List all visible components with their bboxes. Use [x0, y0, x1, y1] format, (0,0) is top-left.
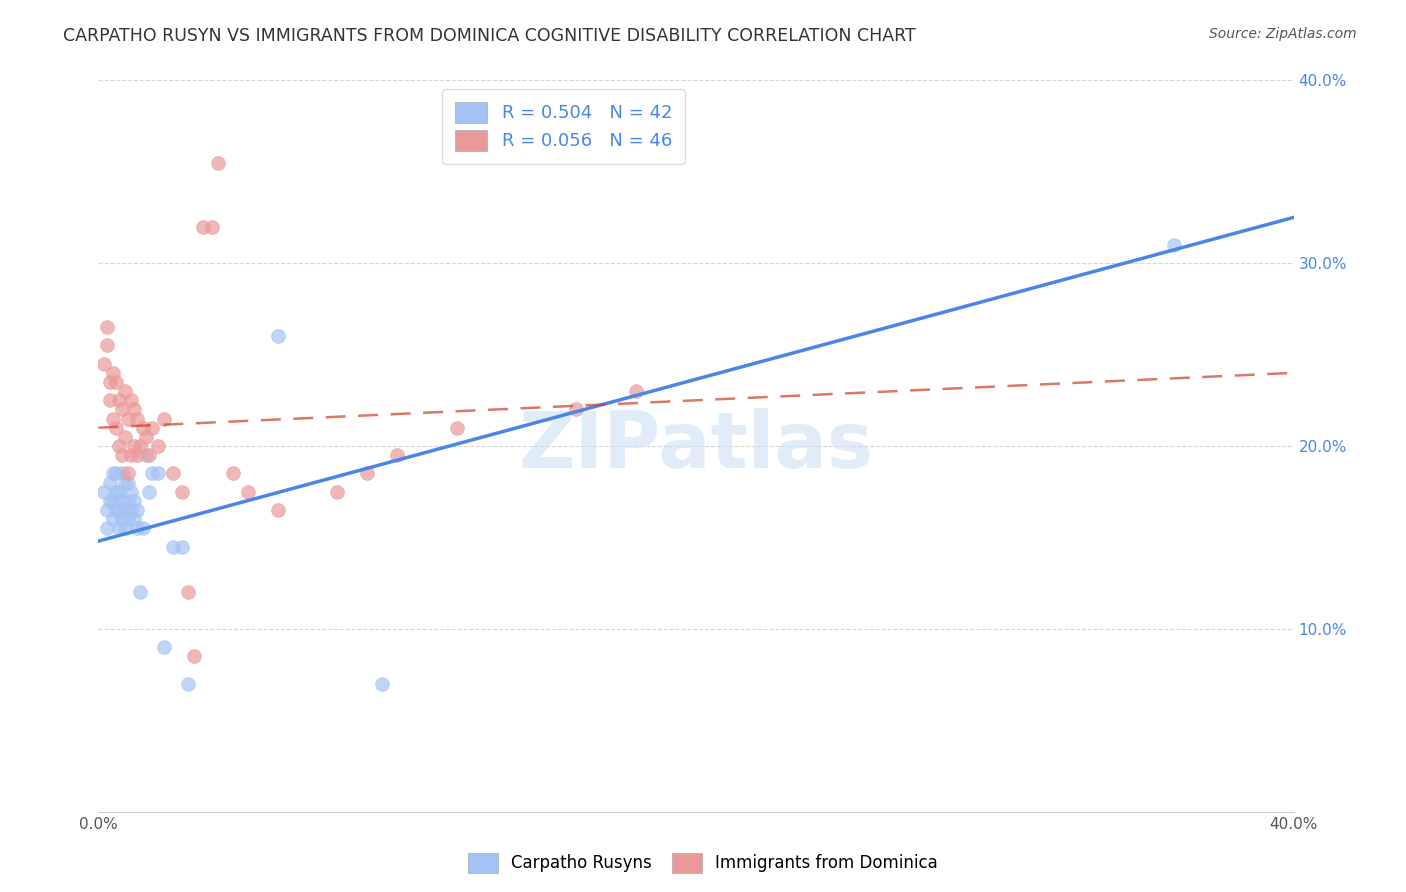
Point: [103, 467, 125, 481]
Point: [124, 402, 146, 417]
Point: [108, 484, 131, 499]
Point: [267, 329, 290, 343]
Point: [96, 503, 118, 517]
Point: [114, 503, 136, 517]
Point: [103, 512, 125, 526]
Point: [111, 448, 134, 462]
Point: [191, 219, 214, 234]
Text: ZIPatlas: ZIPatlas: [519, 408, 873, 484]
Point: [177, 585, 200, 599]
Point: [183, 649, 205, 664]
Point: [172, 484, 194, 499]
Point: [124, 512, 146, 526]
Point: [103, 411, 125, 425]
Point: [117, 411, 139, 425]
Point: [108, 439, 131, 453]
Text: Source: ZipAtlas.com: Source: ZipAtlas.com: [1209, 27, 1357, 41]
Point: [222, 467, 245, 481]
Point: [98, 494, 122, 508]
Point: [127, 411, 149, 425]
Point: [172, 540, 194, 554]
Point: [93, 484, 115, 499]
Point: [141, 467, 163, 481]
Point: [120, 484, 142, 499]
Point: [267, 503, 290, 517]
Point: [207, 155, 229, 169]
Point: [114, 521, 136, 535]
Legend: R = 0.504   N = 42, R = 0.056   N = 46: R = 0.504 N = 42, R = 0.056 N = 46: [441, 89, 685, 163]
Point: [371, 676, 394, 690]
Point: [153, 411, 176, 425]
Point: [177, 676, 200, 690]
Point: [114, 430, 136, 444]
Point: [103, 366, 125, 380]
Point: [105, 467, 128, 481]
Point: [120, 393, 142, 408]
Point: [162, 467, 184, 481]
Point: [105, 484, 128, 499]
Point: [626, 384, 648, 398]
Point: [127, 448, 149, 462]
Point: [98, 393, 122, 408]
Point: [105, 503, 128, 517]
Point: [96, 338, 118, 352]
Point: [127, 521, 149, 535]
Point: [120, 503, 142, 517]
Point: [132, 521, 155, 535]
Point: [162, 540, 184, 554]
Point: [201, 219, 224, 234]
Point: [96, 320, 118, 334]
Point: [148, 467, 170, 481]
Point: [120, 448, 142, 462]
Point: [105, 421, 128, 435]
Point: [108, 521, 131, 535]
Point: [356, 467, 378, 481]
Point: [117, 467, 139, 481]
Point: [117, 512, 139, 526]
Point: [135, 448, 157, 462]
Point: [148, 439, 170, 453]
Point: [117, 475, 139, 490]
Point: [141, 421, 163, 435]
Text: CARPATHO RUSYN VS IMMIGRANTS FROM DOMINICA COGNITIVE DISABILITY CORRELATION CHAR: CARPATHO RUSYN VS IMMIGRANTS FROM DOMINI…: [63, 27, 917, 45]
Point: [111, 512, 134, 526]
Point: [129, 585, 152, 599]
Point: [108, 503, 131, 517]
Point: [565, 402, 588, 417]
Point: [446, 421, 468, 435]
Point: [236, 484, 259, 499]
Point: [111, 402, 134, 417]
Point: [124, 494, 146, 508]
Point: [93, 357, 115, 371]
Point: [105, 375, 128, 389]
Point: [138, 484, 160, 499]
Point: [129, 439, 152, 453]
Point: [98, 375, 122, 389]
Point: [114, 475, 136, 490]
Point: [135, 430, 157, 444]
Point: [117, 494, 139, 508]
Point: [114, 384, 136, 398]
Point: [138, 448, 160, 462]
Legend: Carpatho Rusyns, Immigrants from Dominica: Carpatho Rusyns, Immigrants from Dominic…: [461, 847, 945, 880]
Point: [385, 448, 409, 462]
Point: [103, 494, 125, 508]
Point: [108, 393, 131, 408]
Point: [98, 475, 122, 490]
Point: [326, 484, 349, 499]
Point: [153, 640, 176, 655]
Point: [127, 503, 149, 517]
Point: [111, 494, 134, 508]
Point: [111, 467, 134, 481]
Point: [132, 421, 155, 435]
Point: [96, 521, 118, 535]
Point: [124, 439, 146, 453]
Point: [1163, 238, 1185, 252]
